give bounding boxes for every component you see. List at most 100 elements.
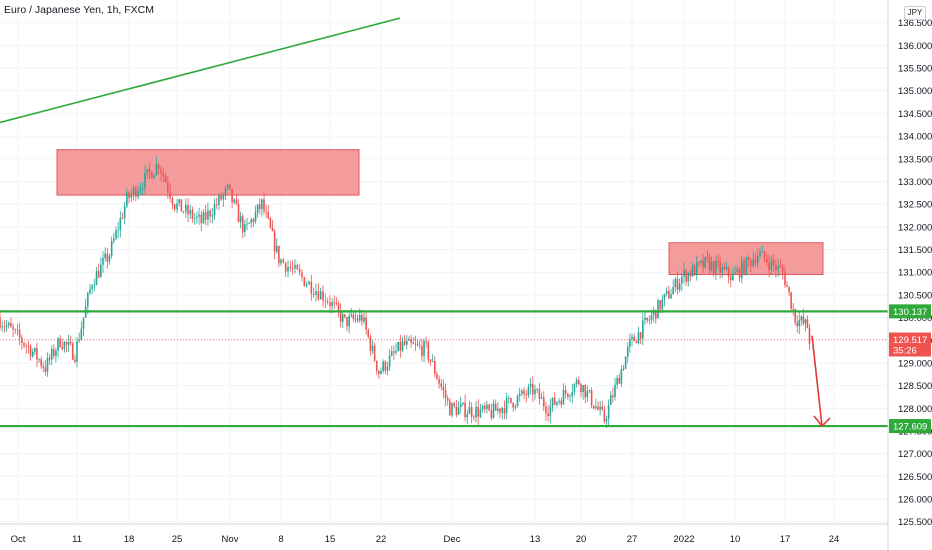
candle-body (146, 169, 149, 173)
candle-body (218, 195, 220, 205)
candle-body (55, 350, 57, 356)
x-tick-label: 20 (576, 534, 587, 545)
candle-body (363, 317, 365, 322)
candle-body (599, 406, 601, 410)
candle-body (668, 290, 670, 299)
candle-body (239, 216, 242, 223)
candle-body (433, 360, 436, 374)
candle-body (558, 400, 560, 402)
candle-body (706, 257, 709, 258)
candle-body (42, 365, 45, 368)
projection-arrow[interactable] (811, 335, 823, 427)
x-tick-label: 27 (627, 534, 638, 545)
candle-body (631, 336, 633, 340)
candle-body (18, 329, 21, 338)
candle-body (582, 385, 584, 393)
candle-body (319, 291, 322, 300)
candle-body (44, 367, 47, 372)
candle-body (244, 224, 246, 233)
candle-body (719, 262, 721, 273)
candle-body (624, 356, 627, 369)
candle-body (220, 195, 222, 200)
candle-body (481, 405, 484, 410)
candle-body (229, 184, 231, 189)
candle-body (273, 231, 276, 252)
candle-body (93, 284, 96, 286)
candle-body (38, 359, 40, 361)
candle-body (670, 294, 672, 299)
candle-body (344, 314, 346, 317)
candle-body (65, 342, 68, 345)
candle-body (808, 328, 811, 344)
candle-body (265, 210, 267, 212)
candle-body (429, 359, 432, 362)
candle-body (406, 340, 408, 345)
candle-body (25, 345, 27, 347)
candle-body (399, 341, 402, 351)
candle-body (633, 336, 635, 342)
candle-body (580, 384, 582, 393)
level-lower-badge-bg (889, 419, 931, 434)
candle-body (763, 251, 766, 259)
candle-body (401, 341, 404, 351)
candle-body (588, 390, 591, 392)
candle-body (308, 281, 310, 285)
candle-body (438, 379, 440, 384)
candle-body (189, 209, 192, 215)
candle-body (698, 262, 700, 263)
candle-body (790, 292, 792, 309)
currency-button[interactable]: JPY (904, 6, 926, 20)
resistance-zone[interactable] (56, 149, 360, 196)
candle-body (661, 299, 664, 310)
candle-body (575, 379, 578, 385)
candle-body (100, 264, 102, 278)
candle-body (160, 169, 162, 174)
level-lower-badge: 127.609 (893, 422, 927, 433)
candle-body (609, 395, 612, 405)
candle-body (157, 164, 160, 170)
candle-body (676, 278, 679, 290)
candle-body (269, 218, 272, 228)
candle-body (416, 343, 419, 345)
candle-body (10, 323, 12, 327)
candle-body (16, 329, 19, 331)
candle-body (743, 260, 745, 274)
candle-body (453, 403, 455, 407)
candle-body (792, 308, 794, 310)
candle-body (128, 192, 130, 198)
candle-body (326, 301, 329, 303)
candle-body (770, 259, 773, 271)
candle-body (540, 397, 543, 399)
candle-body (683, 270, 685, 277)
candle-body (796, 322, 799, 327)
candle-body (534, 389, 536, 395)
candle-body (254, 212, 257, 222)
candle-body (536, 389, 538, 390)
candle-body (341, 314, 344, 322)
candle-body (766, 258, 768, 263)
candle-body (224, 188, 227, 195)
candle-body (303, 277, 306, 286)
x-tick-label: 2022 (673, 534, 694, 545)
candle-body (646, 317, 648, 321)
candle-body (503, 407, 506, 414)
candle-body (261, 199, 263, 210)
candle-body (48, 357, 51, 360)
candle-body (204, 212, 207, 220)
candle-body (734, 271, 736, 274)
candle-body (756, 256, 759, 264)
candle-body (786, 285, 788, 287)
candle-body (462, 402, 464, 405)
candle-body (551, 397, 554, 406)
candle-body (507, 397, 510, 399)
candle-body (423, 341, 425, 357)
candle-body (248, 223, 250, 224)
candle-body (278, 245, 280, 264)
candle-body (282, 259, 285, 263)
trend-line[interactable] (0, 17, 401, 124)
candle-body (301, 272, 303, 278)
candle-body (547, 413, 549, 417)
candle-body (466, 413, 469, 418)
candle-body (335, 302, 338, 304)
